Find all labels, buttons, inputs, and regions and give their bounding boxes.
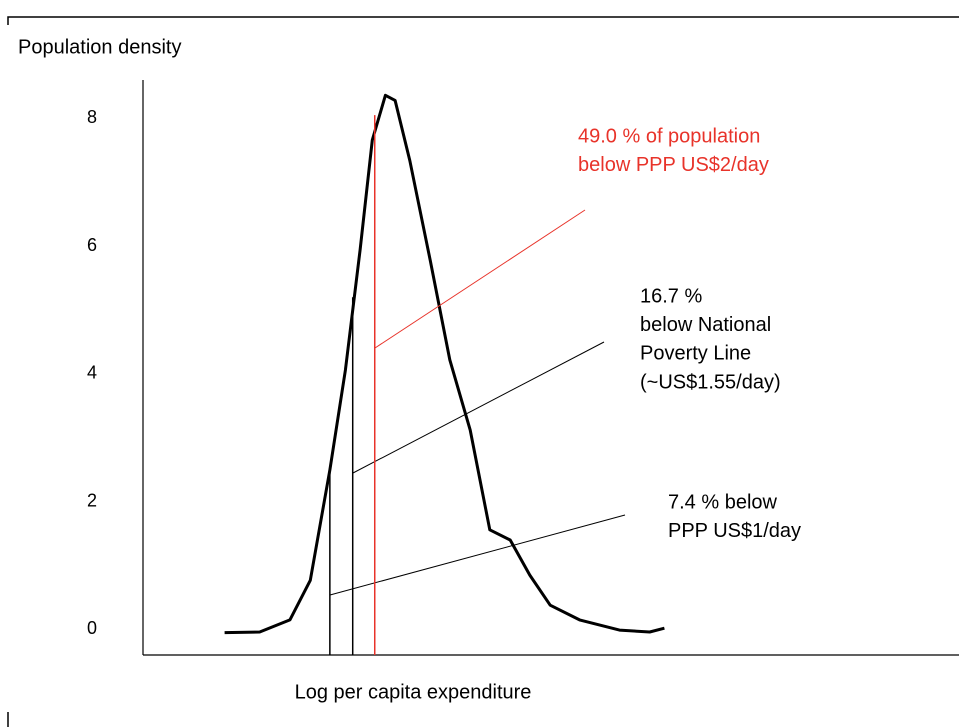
leader-line [374,209,586,349]
annotation: below PPP US$2/day [578,154,769,176]
annotation: (~US$1.55/day) [640,371,781,393]
annotation: Poverty Line [640,343,751,365]
x-axis-label: Log per capita expenditure [295,681,532,703]
annotation: PPP US$1/day [668,520,801,542]
y-tick-label: 6 [87,235,97,255]
y-tick-label: 4 [87,363,97,383]
annotation: below National [640,314,771,336]
leader-line [329,514,626,596]
annotation: 16.7 % [640,285,702,307]
y-tick-label: 8 [87,107,97,127]
annotation: 7.4 % below [668,491,778,513]
frame [7,16,959,25]
chart-title: Population density [18,36,181,58]
annotation: 49.0 % of population [578,125,760,147]
y-tick-label: 0 [87,618,97,638]
leader-line [352,341,605,474]
y-tick-label: 2 [87,490,97,510]
density-curve [224,93,665,635]
